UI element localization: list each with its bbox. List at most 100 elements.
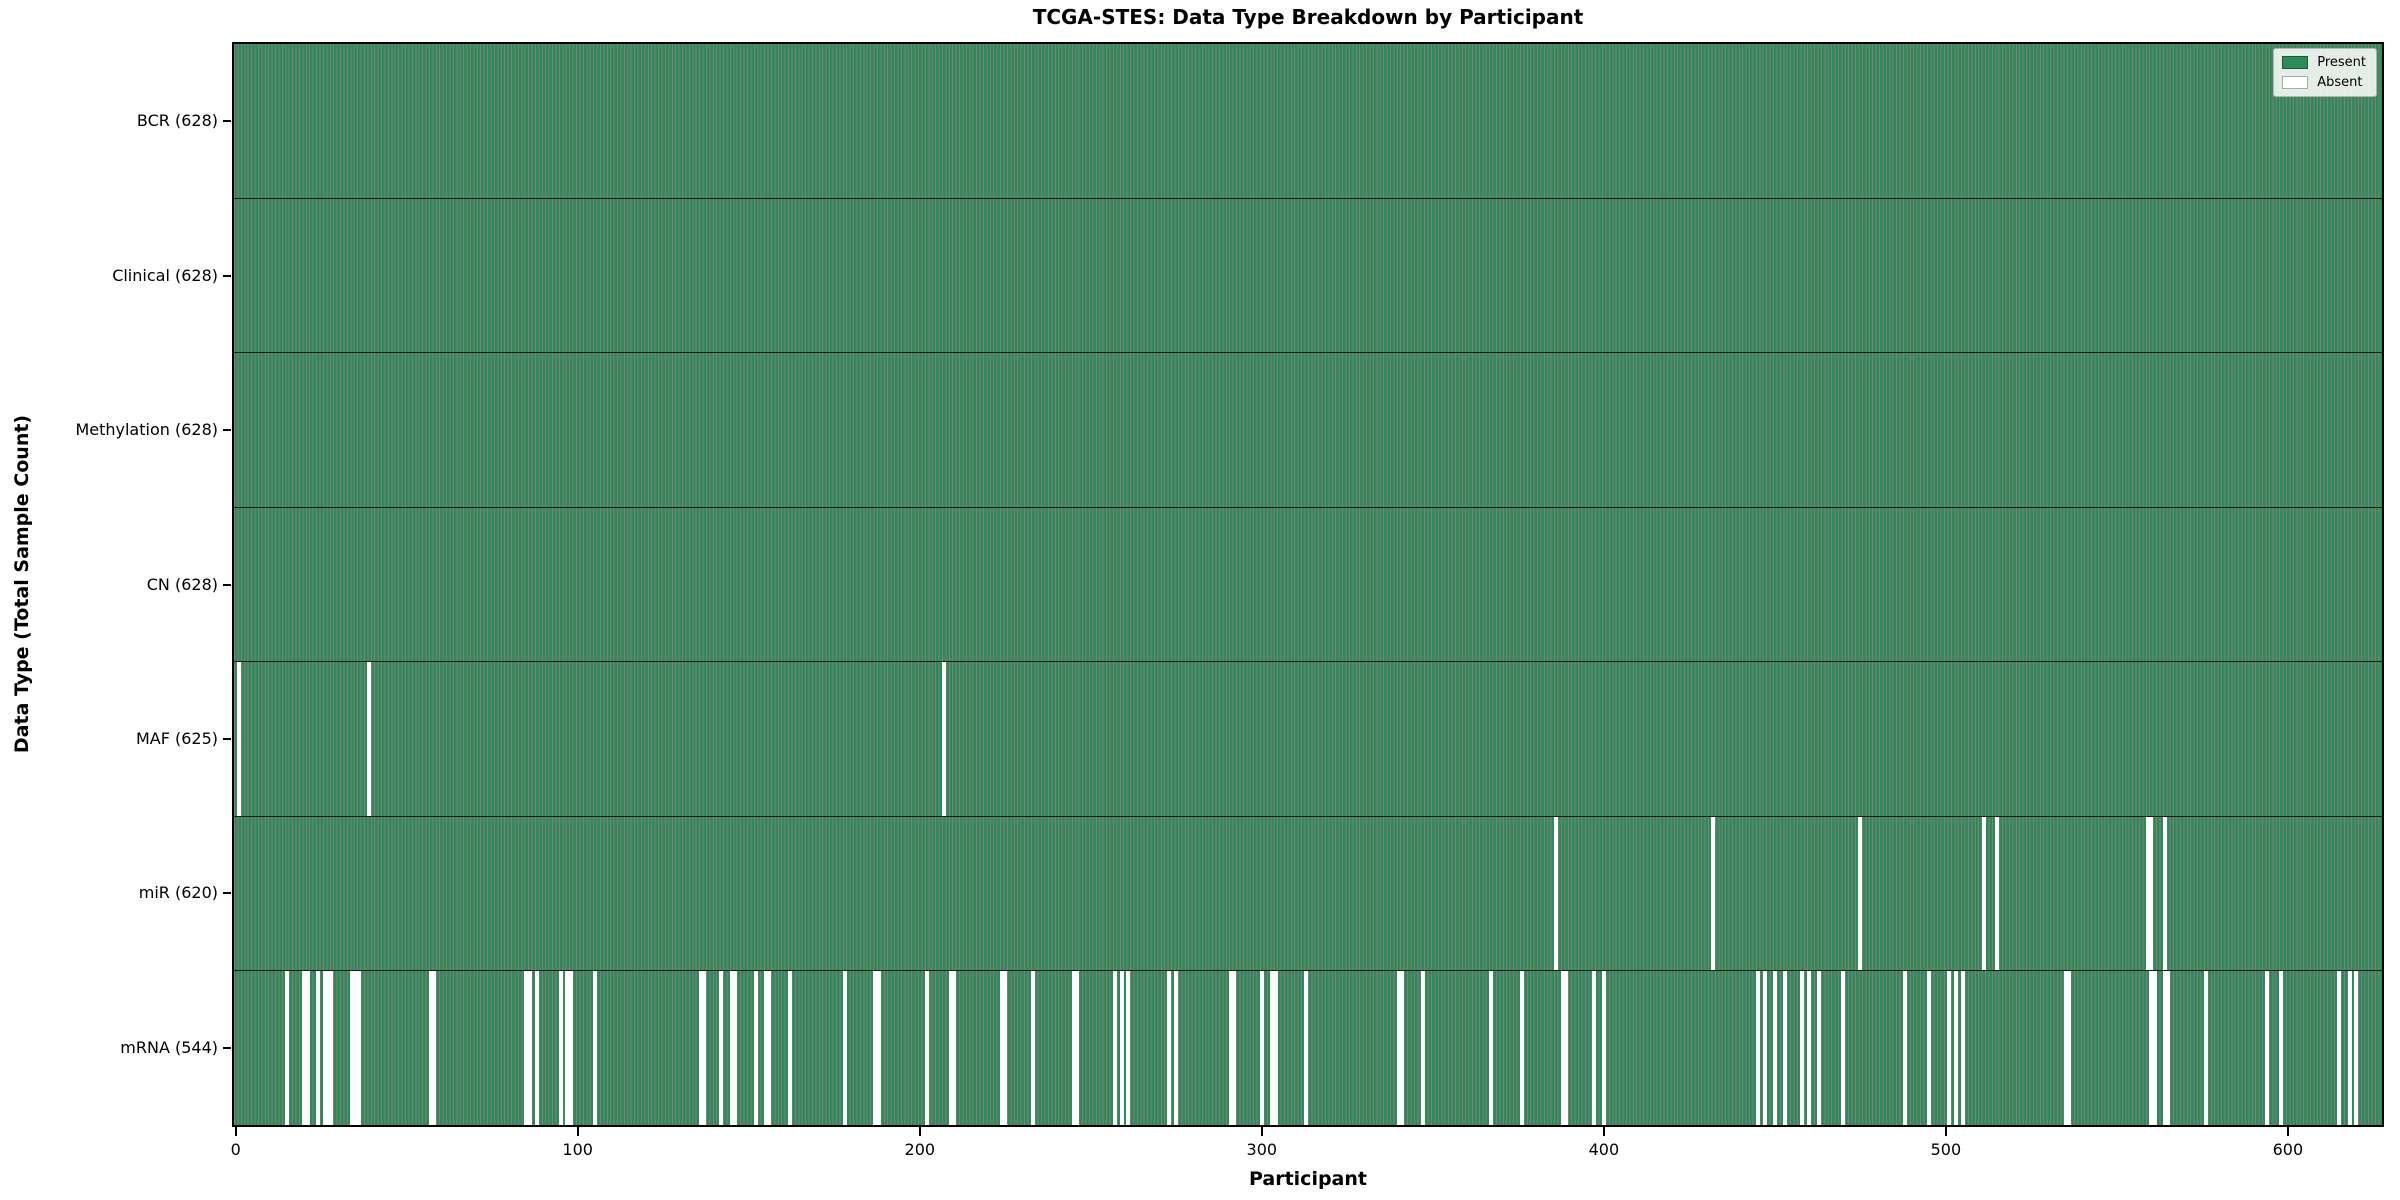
- y-tick-mark: [223, 737, 231, 740]
- absent-mark: [432, 971, 437, 1126]
- absent-mark: [763, 971, 768, 1126]
- x-tick-mark: [576, 1127, 579, 1136]
- absent-mark: [326, 971, 331, 1126]
- absent-mark: [527, 971, 532, 1126]
- x-tick-label-600: 600: [2272, 1140, 2304, 1159]
- absent-mark: [948, 971, 953, 1126]
- absent-mark: [1229, 971, 1234, 1126]
- absent-mark: [237, 662, 242, 816]
- absent-mark: [1800, 971, 1805, 1126]
- x-tick-label-500: 500: [1930, 1140, 1962, 1159]
- y-tick-label-BCR: BCR (628): [136, 111, 218, 131]
- absent-mark: [951, 971, 956, 1126]
- absent-mark: [1902, 971, 1907, 1126]
- absent-mark: [1947, 971, 1952, 1126]
- absent-mark: [322, 971, 327, 1126]
- y-tick-mark: [223, 1046, 231, 1049]
- y-tick-mark: [223, 274, 231, 277]
- y-tick-label-Methylation: Methylation (628): [75, 420, 218, 440]
- absent-mark: [1270, 971, 1275, 1126]
- x-tick-label-0: 0: [230, 1140, 241, 1159]
- row-CN: [234, 508, 2382, 663]
- absent-mark: [1772, 971, 1777, 1126]
- absent-mark: [2347, 971, 2352, 1126]
- absent-mark: [941, 662, 946, 816]
- present-swatch-icon: [2282, 56, 2309, 69]
- absent-mark: [1119, 971, 1124, 1126]
- absent-mark: [1926, 971, 1931, 1126]
- x-tick-label-300: 300: [1246, 1140, 1278, 1159]
- absent-mark: [698, 971, 703, 1126]
- absent-mark: [753, 971, 758, 1126]
- absent-mark: [2063, 971, 2068, 1126]
- legend-label-present: Present: [2317, 55, 2366, 70]
- absent-mark: [1167, 971, 1172, 1126]
- row-mRNA: [234, 971, 2382, 1126]
- absent-mark: [1030, 971, 1035, 1126]
- absent-mark: [1071, 971, 1076, 1126]
- y-tick-label-CN: CN (628): [146, 574, 218, 594]
- x-tick-mark: [2286, 1127, 2289, 1136]
- absent-mark: [1174, 971, 1179, 1126]
- absent-mark: [2166, 971, 2171, 1126]
- absent-mark: [2149, 971, 2154, 1126]
- y-tick-label-miR: miR (620): [138, 883, 218, 903]
- x-tick-label-100: 100: [562, 1140, 593, 1159]
- absent-mark: [733, 971, 738, 1126]
- absent-mark: [1519, 971, 1524, 1126]
- absent-mark: [1601, 971, 1606, 1126]
- x-tick-label-200: 200: [904, 1140, 936, 1159]
- x-tick-mark: [918, 1127, 921, 1136]
- absent-mark: [1126, 971, 1131, 1126]
- absent-mark: [356, 971, 361, 1126]
- legend-entry-absent: Absent: [2282, 75, 2366, 90]
- chart-title: TCGA-STES: Data Type Breakdown by Partic…: [1032, 5, 1584, 29]
- absent-mark: [1762, 971, 1767, 1126]
- absent-mark: [367, 662, 372, 816]
- absent-mark: [315, 971, 320, 1126]
- absent-mark: [1961, 971, 1965, 1126]
- x-tick-mark: [234, 1127, 237, 1136]
- absent-mark: [2354, 971, 2359, 1126]
- absent-mark: [1954, 971, 1959, 1126]
- row-BCR: [234, 44, 2382, 199]
- absent-mark: [2162, 816, 2167, 971]
- absent-mark: [1841, 971, 1846, 1126]
- absent-mark: [305, 971, 310, 1126]
- row-Clinical: [234, 199, 2382, 354]
- absent-mark: [1553, 816, 1558, 971]
- absent-mark: [1995, 816, 2000, 971]
- absent-mark: [1003, 971, 1008, 1126]
- legend-entry-present: Present: [2282, 55, 2366, 70]
- x-tick-mark: [1602, 1127, 1605, 1136]
- absent-mark: [719, 971, 724, 1126]
- absent-mark: [1232, 971, 1237, 1126]
- absent-mark: [2162, 971, 2167, 1126]
- absent-mark: [1755, 971, 1760, 1126]
- absent-mark: [534, 971, 539, 1126]
- absent-mark: [1817, 971, 1822, 1126]
- absent-mark: [842, 971, 847, 1126]
- absent-mark: [592, 971, 597, 1126]
- legend-label-absent: Absent: [2317, 75, 2363, 90]
- y-tick-label-mRNA: mRNA (544): [120, 1037, 218, 1057]
- absent-mark: [787, 971, 792, 1126]
- absent-mark: [285, 971, 290, 1126]
- absent-mark: [1112, 971, 1117, 1126]
- absent-mark: [999, 971, 1004, 1126]
- absent-mark: [1488, 971, 1493, 1126]
- absent-mark: [565, 971, 570, 1126]
- absent-mark: [873, 971, 878, 1126]
- absent-mark: [2152, 971, 2157, 1126]
- absent-mark: [353, 971, 358, 1126]
- absent-mark: [329, 971, 334, 1126]
- absent-mark: [729, 971, 734, 1126]
- absent-mark: [1560, 971, 1565, 1126]
- x-tick-mark: [1260, 1127, 1263, 1136]
- legend: Present Absent: [2273, 48, 2377, 97]
- absent-mark: [1711, 816, 1716, 971]
- absent-mark: [1400, 971, 1405, 1126]
- absent-mark: [924, 971, 929, 1126]
- row-Methylation: [234, 353, 2382, 508]
